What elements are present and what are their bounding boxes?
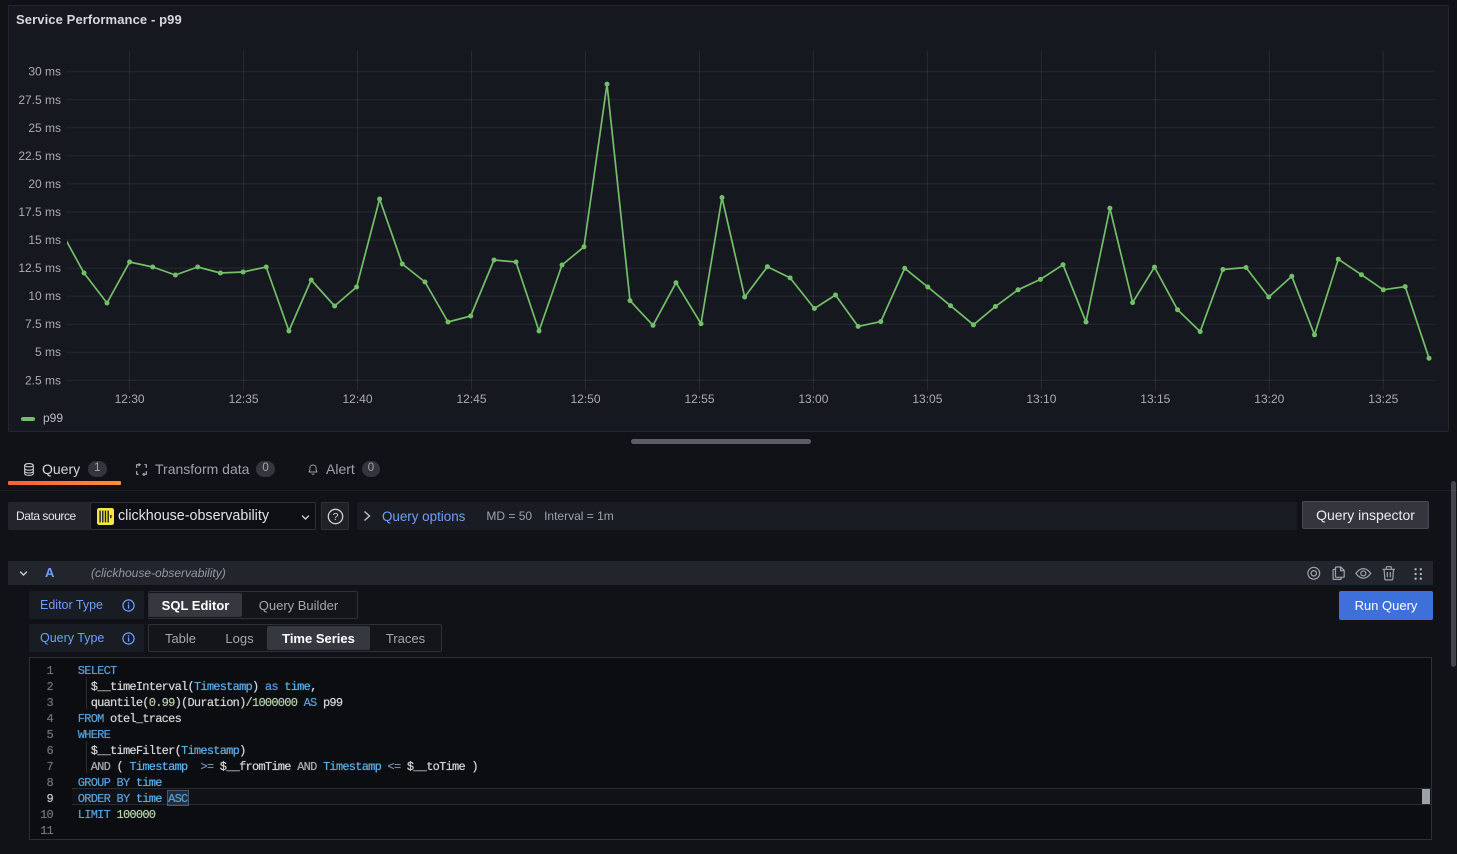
svg-text:13:25: 13:25 — [1368, 392, 1398, 406]
svg-text:12.5 ms: 12.5 ms — [18, 261, 61, 275]
svg-text:27.5 ms: 27.5 ms — [18, 93, 61, 107]
svg-text:12:50: 12:50 — [570, 392, 600, 406]
svg-text:p99: p99 — [43, 411, 63, 425]
svg-text:13:10: 13:10 — [1026, 392, 1056, 406]
svg-text:?: ? — [332, 511, 338, 523]
svg-text:12:35: 12:35 — [229, 392, 259, 406]
svg-text:13:15: 13:15 — [1140, 392, 1170, 406]
svg-text:12:55: 12:55 — [684, 392, 714, 406]
svg-text:12:45: 12:45 — [456, 392, 486, 406]
svg-text:20 ms: 20 ms — [28, 177, 61, 191]
svg-text:7.5 ms: 7.5 ms — [25, 317, 61, 331]
svg-text:13:00: 13:00 — [798, 392, 828, 406]
svg-text:10 ms: 10 ms — [28, 289, 61, 303]
svg-text:2.5 ms: 2.5 ms — [25, 373, 61, 387]
svg-text:13:20: 13:20 — [1254, 392, 1284, 406]
svg-text:25 ms: 25 ms — [28, 121, 61, 135]
svg-text:15 ms: 15 ms — [28, 233, 61, 247]
svg-text:13:05: 13:05 — [912, 392, 942, 406]
svg-text:22.5 ms: 22.5 ms — [18, 149, 61, 163]
svg-text:30 ms: 30 ms — [28, 65, 61, 79]
svg-text:12:30: 12:30 — [115, 392, 145, 406]
svg-text:5 ms: 5 ms — [35, 345, 61, 359]
svg-text:17.5 ms: 17.5 ms — [18, 205, 61, 219]
svg-text:12:40: 12:40 — [342, 392, 372, 406]
